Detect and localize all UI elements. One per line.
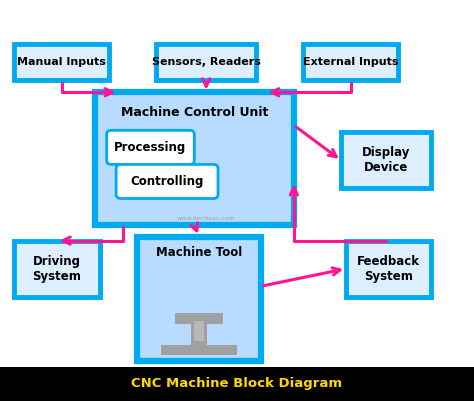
Text: www.itechces.com: www.itechces.com xyxy=(177,216,236,221)
FancyBboxPatch shape xyxy=(346,241,431,297)
Text: Feedback
System: Feedback System xyxy=(357,255,420,283)
FancyBboxPatch shape xyxy=(161,345,237,355)
FancyBboxPatch shape xyxy=(303,44,398,80)
FancyBboxPatch shape xyxy=(0,367,474,401)
Text: Machine Control Unit: Machine Control Unit xyxy=(121,106,268,119)
FancyBboxPatch shape xyxy=(95,92,294,225)
Text: External Inputs: External Inputs xyxy=(303,57,399,67)
FancyBboxPatch shape xyxy=(14,44,109,80)
Text: Machine Tool: Machine Tool xyxy=(156,246,242,259)
FancyBboxPatch shape xyxy=(156,44,256,80)
Text: Processing: Processing xyxy=(114,141,187,154)
FancyBboxPatch shape xyxy=(341,132,431,188)
Text: Manual Inputs: Manual Inputs xyxy=(17,57,106,67)
FancyBboxPatch shape xyxy=(175,313,223,324)
Text: CNC Machine Block Diagram: CNC Machine Block Diagram xyxy=(131,377,343,391)
FancyBboxPatch shape xyxy=(107,130,194,164)
Text: Display
Device: Display Device xyxy=(362,146,410,174)
FancyBboxPatch shape xyxy=(14,241,100,297)
FancyBboxPatch shape xyxy=(137,237,261,361)
Text: Controlling: Controlling xyxy=(130,175,204,188)
FancyBboxPatch shape xyxy=(116,164,218,198)
FancyBboxPatch shape xyxy=(191,313,207,345)
FancyBboxPatch shape xyxy=(194,321,204,341)
Text: Driving
System: Driving System xyxy=(32,255,82,283)
Text: Sensors, Readers: Sensors, Readers xyxy=(152,57,261,67)
